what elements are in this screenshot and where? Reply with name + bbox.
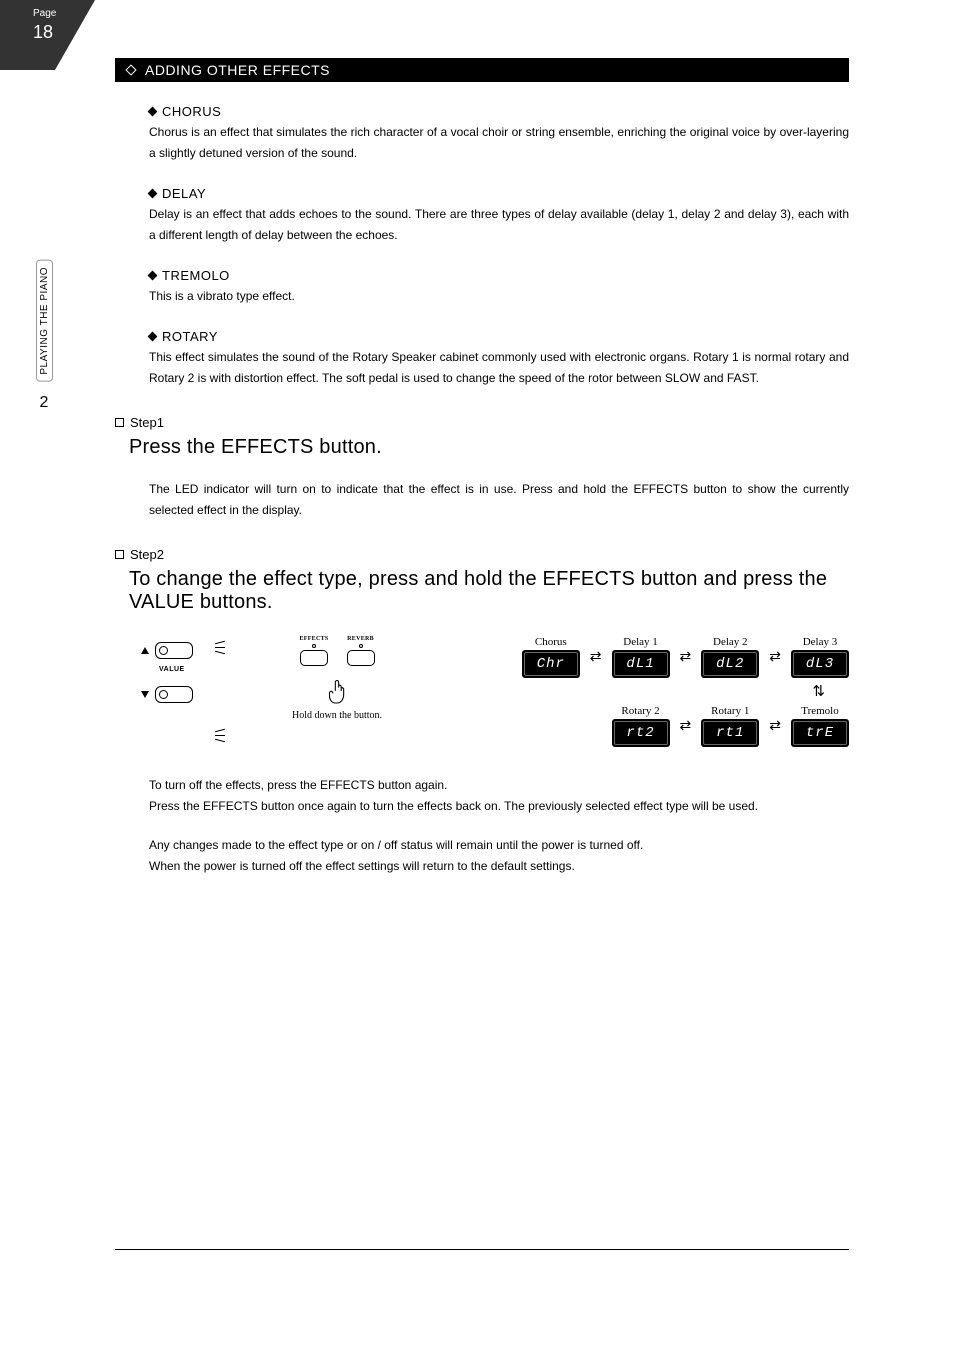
step2: Step2 To change the effect type, press a… — [115, 547, 849, 614]
step2-main: To change the effect type, press and hol… — [129, 568, 849, 614]
chapter-title: PLAYING THE PIANO — [36, 260, 53, 382]
lcd-label-rotary1: Rotary 1 — [711, 705, 749, 717]
footer-p1: To turn off the effects, press the EFFEC… — [149, 775, 849, 796]
bidir-arrow-icon: ⇄ — [769, 649, 781, 666]
chorus-text: Chorus is an effect that simulates the r… — [149, 122, 849, 164]
page-content: ADDING OTHER EFFECTS CHORUS Chorus is an… — [115, 58, 849, 877]
bullet-diamond-icon — [148, 271, 158, 281]
square-icon — [115, 550, 124, 559]
subsection-tremolo: TREMOLO This is a vibrato type effect. — [149, 268, 849, 307]
section-header-text: ADDING OTHER EFFECTS — [145, 62, 330, 78]
bidir-arrow-icon: ⇄ — [680, 718, 692, 735]
bullet-diamond-icon — [148, 107, 158, 117]
lcd-delay1: dL1 — [612, 650, 670, 678]
square-icon — [115, 418, 124, 427]
value-buttons-figure: VALUE — [129, 636, 237, 726]
footer-p3: Any changes made to the effect type or o… — [149, 835, 849, 856]
footer-paragraphs: To turn off the effects, press the EFFEC… — [149, 775, 849, 877]
updown-arrow-icon: ⇅ — [812, 682, 825, 701]
bullet-diamond-icon — [148, 332, 158, 342]
rotary-title: ROTARY — [162, 329, 218, 344]
footer-rule — [115, 1249, 849, 1250]
triangle-down-icon — [141, 691, 149, 698]
lcd-chorus: Chr — [522, 650, 580, 678]
lcd-label-delay3: Delay 3 — [803, 636, 838, 648]
delay-title: DELAY — [162, 186, 206, 201]
subsection-rotary: ROTARY This effect simulates the sound o… — [149, 329, 849, 389]
subsection-chorus: CHORUS Chorus is an effect that simulate… — [149, 104, 849, 164]
page-corner-tab: Page 18 — [0, 0, 110, 70]
lcd-label-rotary2: Rotary 2 — [621, 705, 659, 717]
step1: Step1 Press the EFFECTS button. The LED … — [115, 415, 849, 521]
chapter-number: 2 — [40, 394, 49, 412]
footer-p2: Press the EFFECTS button once again to t… — [149, 796, 849, 817]
lcd-rotary1: rt1 — [701, 719, 759, 747]
tremolo-text: This is a vibrato type effect. — [149, 286, 849, 307]
hold-caption: Hold down the button. — [237, 710, 437, 721]
bullet-diamond-icon — [148, 189, 158, 199]
motion-lines-icon — [215, 642, 235, 654]
lcd-rotary2: rt2 — [612, 719, 670, 747]
effects-button-figure: EFFECTS — [299, 636, 328, 666]
effect-cycle-figure: Chorus Chr ⇄ Delay 1 dL1 ⇄ Delay 2 dL2 ⇄ De… — [437, 636, 849, 747]
value-label: VALUE — [159, 666, 185, 673]
led-dot-icon — [312, 644, 316, 648]
chapter-side-tab: PLAYING THE PIANO 2 — [33, 260, 55, 412]
lcd-delay3: dL3 — [791, 650, 849, 678]
lcd-label-delay2: Delay 2 — [713, 636, 748, 648]
lcd-label-delay1: Delay 1 — [623, 636, 658, 648]
tremolo-title: TREMOLO — [162, 268, 230, 283]
step2-label: Step2 — [130, 547, 164, 562]
step1-body: The LED indicator will turn on to indica… — [149, 479, 849, 521]
lcd-tremolo: trE — [791, 719, 849, 747]
rotary-text: This effect simulates the sound of the R… — [149, 347, 849, 389]
value-down-button — [155, 686, 193, 703]
value-up-button — [155, 642, 193, 659]
bidir-arrow-icon: ⇄ — [590, 649, 602, 666]
chorus-title: CHORUS — [162, 104, 221, 119]
footer-p4: When the power is turned off the effect … — [149, 856, 849, 877]
triangle-up-icon — [141, 647, 149, 654]
effects-panel-figure: EFFECTS REVERB Hold down the button. — [237, 636, 437, 721]
page-label: Page — [33, 8, 56, 19]
led-dot-icon — [359, 644, 363, 648]
reverb-button-figure: REVERB — [347, 636, 375, 666]
section-header-bar: ADDING OTHER EFFECTS — [115, 58, 849, 82]
subsection-delay: DELAY Delay is an effect that adds echoe… — [149, 186, 849, 246]
step1-main: Press the EFFECTS button. — [129, 436, 849, 459]
delay-text: Delay is an effect that adds echoes to t… — [149, 204, 849, 246]
lcd-delay2: dL2 — [701, 650, 759, 678]
bidir-arrow-icon: ⇄ — [680, 649, 692, 666]
step1-label: Step1 — [130, 415, 164, 430]
lcd-label-chorus: Chorus — [535, 636, 567, 648]
figure-row: VALUE EFFECTS REVERB — [129, 636, 849, 747]
diamond-icon — [125, 64, 136, 75]
motion-lines-icon — [215, 730, 235, 742]
bidir-arrow-icon: ⇄ — [769, 718, 781, 735]
hand-press-icon — [327, 680, 347, 706]
lcd-label-tremolo: Tremolo — [801, 705, 839, 717]
page-number: 18 — [33, 22, 53, 43]
